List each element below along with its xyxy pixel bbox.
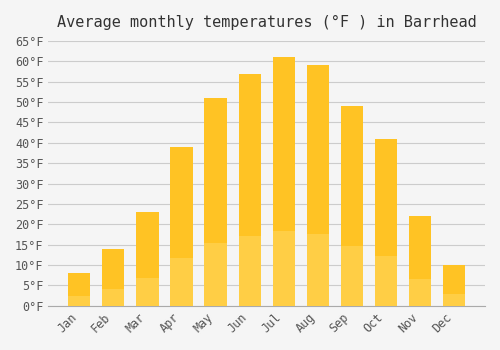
- Bar: [102, 289, 124, 306]
- Bar: [102, 249, 124, 306]
- Bar: [136, 278, 158, 306]
- Bar: [68, 296, 90, 306]
- Bar: [204, 244, 227, 306]
- Bar: [272, 57, 295, 306]
- Bar: [170, 258, 192, 306]
- Bar: [341, 246, 363, 306]
- Bar: [409, 216, 431, 306]
- Bar: [375, 256, 397, 306]
- Bar: [443, 294, 465, 306]
- Bar: [341, 106, 363, 306]
- Title: Average monthly temperatures (°F ) in Barrhead: Average monthly temperatures (°F ) in Ba…: [57, 15, 476, 30]
- Bar: [136, 212, 158, 306]
- Bar: [272, 231, 295, 306]
- Bar: [238, 74, 260, 306]
- Bar: [204, 98, 227, 306]
- Bar: [443, 265, 465, 306]
- Bar: [68, 273, 90, 306]
- Bar: [170, 147, 192, 306]
- Bar: [238, 236, 260, 306]
- Bar: [375, 139, 397, 306]
- Bar: [409, 279, 431, 306]
- Bar: [306, 234, 329, 306]
- Bar: [306, 65, 329, 306]
